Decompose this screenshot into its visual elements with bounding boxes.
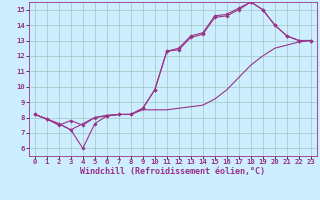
X-axis label: Windchill (Refroidissement éolien,°C): Windchill (Refroidissement éolien,°C): [80, 167, 265, 176]
